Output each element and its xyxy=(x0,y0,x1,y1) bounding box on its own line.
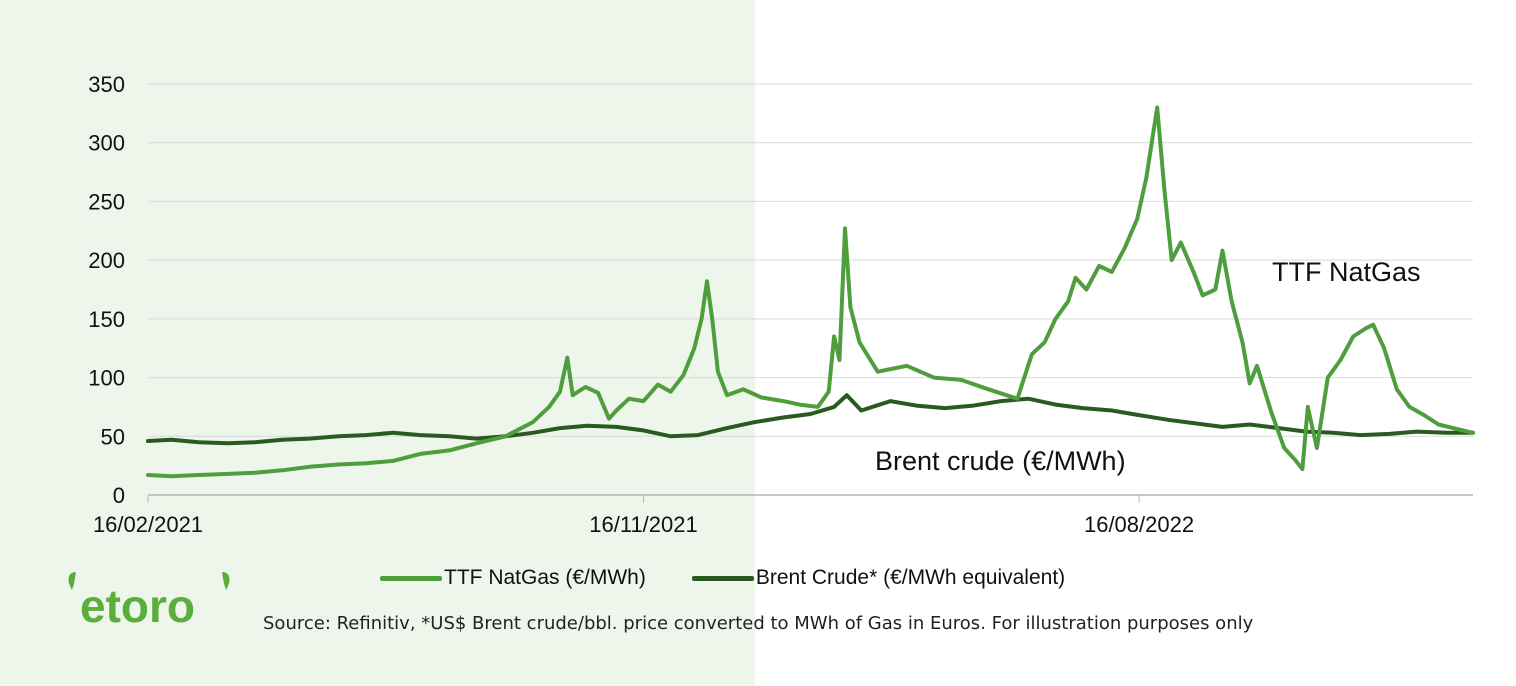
annotation-ttf-natgas: TTF NatGas xyxy=(1272,257,1421,287)
legend-label-brent: Brent Crude* (€/MWh equivalent) xyxy=(755,566,1066,589)
source-note: Source: Refinitiv, *US$ Brent crude/bbl.… xyxy=(263,613,1254,634)
line-chart: 0 50 100 150 200 250 300 350 16/02/2021 16/11/20… xyxy=(88,72,1475,537)
chart-legend: TTF NatGas (€/MWh) Brent Crude* (€/MWh e… xyxy=(380,566,1065,590)
logo-text: etoro xyxy=(80,580,195,630)
x-axis-ticks: 16/02/2021 16/11/2021 16/08/2022 xyxy=(93,495,1194,537)
x-tick-label: 16/08/2022 xyxy=(1084,512,1194,537)
x-tick-label: 16/11/2021 xyxy=(589,512,697,537)
y-tick-label: 300 xyxy=(88,131,125,156)
y-tick-label: 250 xyxy=(88,189,125,214)
y-tick-label: 100 xyxy=(88,366,125,391)
series-line-ttf-natgas xyxy=(146,105,1475,479)
y-axis-ticks: 0 50 100 150 200 250 300 350 xyxy=(88,72,125,508)
etoro-logo: etoro xyxy=(68,572,230,630)
y-tick-label: 150 xyxy=(88,307,125,332)
legend-item-natgas: TTF NatGas (€/MWh) xyxy=(380,566,646,590)
y-tick-label: 50 xyxy=(101,424,125,449)
y-tick-label: 0 xyxy=(113,483,125,508)
grid-lines xyxy=(148,83,1473,496)
legend-swatch-brent xyxy=(691,575,754,581)
legend-item-brent: Brent Crude* (€/MWh equivalent) xyxy=(691,566,1066,590)
series-lines xyxy=(146,105,1475,479)
y-tick-label: 200 xyxy=(88,248,125,273)
left-background-panel xyxy=(0,0,755,686)
legend-swatch-natgas xyxy=(380,575,442,581)
legend-label-natgas: TTF NatGas (€/MWh) xyxy=(444,566,646,589)
x-tick-label: 16/02/2021 xyxy=(93,512,203,537)
annotation-brent-crude: Brent crude (€/MWh) xyxy=(875,446,1126,476)
series-line-brent-crude xyxy=(146,393,1475,446)
y-tick-label: 350 xyxy=(88,72,125,97)
